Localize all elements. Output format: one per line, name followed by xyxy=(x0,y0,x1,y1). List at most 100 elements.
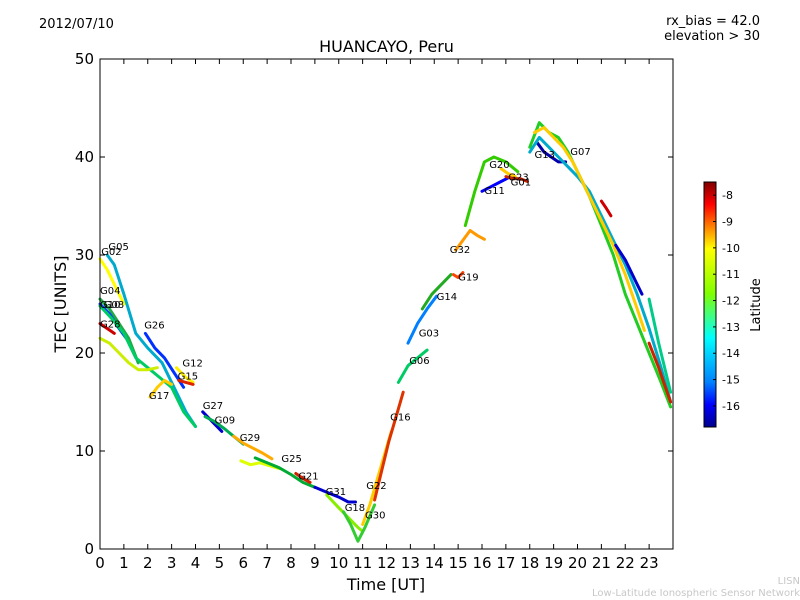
series-g21 xyxy=(294,472,312,484)
colorbar-tick-label: -10 xyxy=(722,242,740,255)
series-g07d xyxy=(614,243,644,296)
x-axis-label: Time [UT] xyxy=(346,575,425,594)
prn-label-g27: G27 xyxy=(203,401,223,412)
series-g26 xyxy=(143,331,186,389)
colorbar-tick-label: -12 xyxy=(722,295,740,308)
colorbar-label: Latitude xyxy=(749,278,764,332)
colorbar-tick-label: -11 xyxy=(722,268,740,281)
prn-label-g16: G16 xyxy=(390,413,410,424)
series-g07e xyxy=(599,199,613,218)
x-tick-label: 23 xyxy=(640,554,659,572)
y-tick-label: 30 xyxy=(75,246,94,264)
series-g32 xyxy=(454,229,486,252)
prn-label-g12: G12 xyxy=(182,359,202,370)
colorbar-tick-label: -13 xyxy=(722,321,740,334)
series-g31 xyxy=(313,485,357,504)
series-g11 xyxy=(480,175,513,193)
prn-label-g07: G07 xyxy=(570,147,590,158)
prn-label-g08: G08 xyxy=(104,300,124,311)
x-tick-label: 2 xyxy=(143,554,153,572)
series-g12 xyxy=(174,366,195,384)
series-g19 xyxy=(451,271,465,279)
colorbar-tick-label: -16 xyxy=(722,400,740,413)
prn-label-g01: G01 xyxy=(511,177,531,188)
y-tick-label: 20 xyxy=(75,344,94,362)
x-tick-label: 7 xyxy=(262,554,272,572)
colorbar-tick-label: -14 xyxy=(722,347,740,360)
series-g20 xyxy=(463,155,520,228)
prn-label-g17: G17 xyxy=(149,391,169,402)
prn-label-g04: G04 xyxy=(100,286,120,297)
prn-label-g23: G23 xyxy=(508,173,528,184)
series-g07c xyxy=(533,126,646,332)
y-tick-label: 10 xyxy=(75,442,94,460)
series-g29 xyxy=(232,434,274,461)
series-g07f xyxy=(647,341,673,404)
series-g03 xyxy=(406,294,439,345)
series-g25 xyxy=(253,456,317,489)
prn-label-g20: G20 xyxy=(489,160,509,171)
network-abbreviation: LISN xyxy=(777,576,800,587)
prn-label-g18: G18 xyxy=(345,503,365,514)
chart-title: HUANCAYO, Peru xyxy=(319,37,454,56)
plot-frame xyxy=(99,58,674,550)
x-tick-label: 14 xyxy=(425,554,444,572)
x-tick-label: 0 xyxy=(95,554,105,572)
series-g05 xyxy=(105,253,197,428)
prn-label-g22: G22 xyxy=(366,481,386,492)
y-axis-label: TEC [UNITS] xyxy=(51,256,70,354)
x-tick-label: 9 xyxy=(310,554,320,572)
x-tick-label: 6 xyxy=(238,554,248,572)
x-tick-label: 20 xyxy=(568,554,587,572)
prn-label-g29: G29 xyxy=(240,433,260,444)
series-g17 xyxy=(148,378,174,399)
series-g02 xyxy=(98,257,126,306)
prn-label-g10: G10 xyxy=(100,300,120,311)
elevation-label: elevation > 30 xyxy=(664,29,760,44)
y-tick-label: 40 xyxy=(75,148,94,166)
y-tick-label: 50 xyxy=(75,50,94,68)
series-g06 xyxy=(396,348,429,384)
prn-label-g31: G31 xyxy=(326,487,346,498)
x-tick-label: 13 xyxy=(401,554,420,572)
colorbar-tick-label: -15 xyxy=(722,374,740,387)
prn-label-g19: G19 xyxy=(458,273,478,284)
prn-label-g30: G30 xyxy=(365,511,385,522)
x-tick-label: 11 xyxy=(353,554,372,572)
prn-label-g13: G13 xyxy=(535,150,555,161)
series-g07g xyxy=(647,297,673,394)
series-g28b xyxy=(98,336,159,372)
series-g01 xyxy=(504,175,529,183)
axis-layer: 0 1 2 3 4 5 6 7 8 9 10 11 12 13 14 15 16 17 18 19 20 21 22 2301… xyxy=(75,50,673,572)
prn-label-g11: G11 xyxy=(484,186,504,197)
x-tick-label: 1 xyxy=(119,554,129,572)
colorbar xyxy=(703,181,717,428)
x-tick-label: 17 xyxy=(496,554,515,572)
series-g16 xyxy=(373,390,405,502)
x-tick-label: 8 xyxy=(286,554,296,572)
prn-label-g21: G21 xyxy=(298,471,318,482)
series-g13 xyxy=(535,140,568,164)
prn-label-g25: G25 xyxy=(281,454,301,465)
x-tick-label: 15 xyxy=(449,554,468,572)
prn-label-g28: G28 xyxy=(100,320,120,331)
date-label: 2012/07/10 xyxy=(39,17,114,32)
x-tick-label: 3 xyxy=(167,554,177,572)
x-tick-label: 4 xyxy=(191,554,201,572)
series-g30 xyxy=(342,503,377,543)
prn-label-g02: G02 xyxy=(101,247,121,258)
colorbar-ticks: -8 -9 -10 -11 -12 -13 -14 -15 -16 xyxy=(713,189,740,413)
series-g23 xyxy=(499,167,517,179)
prn-label-g14: G14 xyxy=(437,292,457,303)
x-tick-label: 19 xyxy=(544,554,563,572)
series-g15 xyxy=(177,378,195,386)
series-g28 xyxy=(98,322,116,335)
x-tick-label: 16 xyxy=(472,554,491,572)
x-tick-label: 5 xyxy=(215,554,225,572)
x-tick-label: 12 xyxy=(377,554,396,572)
x-tick-label: 21 xyxy=(592,554,611,572)
series-g14 xyxy=(420,273,453,311)
prn-label-g03: G03 xyxy=(419,328,439,339)
